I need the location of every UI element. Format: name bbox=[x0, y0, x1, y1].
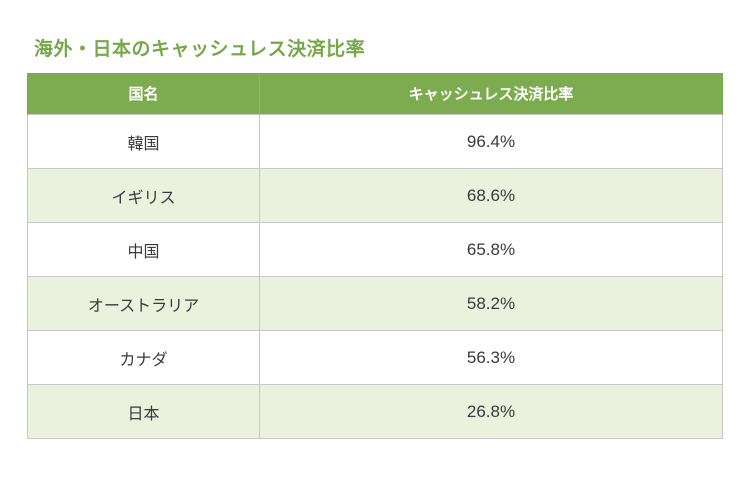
cell-rate: 96.4% bbox=[259, 114, 723, 169]
cell-rate: 68.6% bbox=[259, 168, 723, 223]
table-row: イギリス 68.6% bbox=[27, 168, 723, 223]
cell-rate: 56.3% bbox=[259, 330, 723, 385]
table-row: 日本 26.8% bbox=[27, 384, 723, 439]
header-row: 国名 キャッシュレス決済比率 bbox=[27, 73, 723, 115]
column-header-rate: キャッシュレス決済比率 bbox=[259, 73, 723, 115]
table-row: オーストラリア 58.2% bbox=[27, 276, 723, 331]
cell-rate: 58.2% bbox=[259, 276, 723, 331]
table-body: 韓国 96.4% イギリス 68.6% 中国 65.8% オーストラリア 58.… bbox=[27, 114, 723, 439]
cell-country: 韓国 bbox=[27, 114, 260, 169]
cell-rate: 65.8% bbox=[259, 222, 723, 277]
table-row: カナダ 56.3% bbox=[27, 330, 723, 385]
cell-country: 中国 bbox=[27, 222, 260, 277]
cell-country: カナダ bbox=[27, 330, 260, 385]
table-row: 韓国 96.4% bbox=[27, 114, 723, 169]
cell-country: オーストラリア bbox=[27, 276, 260, 331]
page-title: 海外・日本のキャッシュレス決済比率 bbox=[34, 38, 366, 60]
table-header: 国名 キャッシュレス決済比率 bbox=[27, 73, 723, 115]
cell-country: 日本 bbox=[27, 384, 260, 439]
cashless-ratio-table: 国名 キャッシュレス決済比率 韓国 96.4% イギリス 68.6% 中国 65… bbox=[27, 73, 723, 439]
cell-country: イギリス bbox=[27, 168, 260, 223]
cell-rate: 26.8% bbox=[259, 384, 723, 439]
column-header-country: 国名 bbox=[27, 73, 260, 115]
table-row: 中国 65.8% bbox=[27, 222, 723, 277]
